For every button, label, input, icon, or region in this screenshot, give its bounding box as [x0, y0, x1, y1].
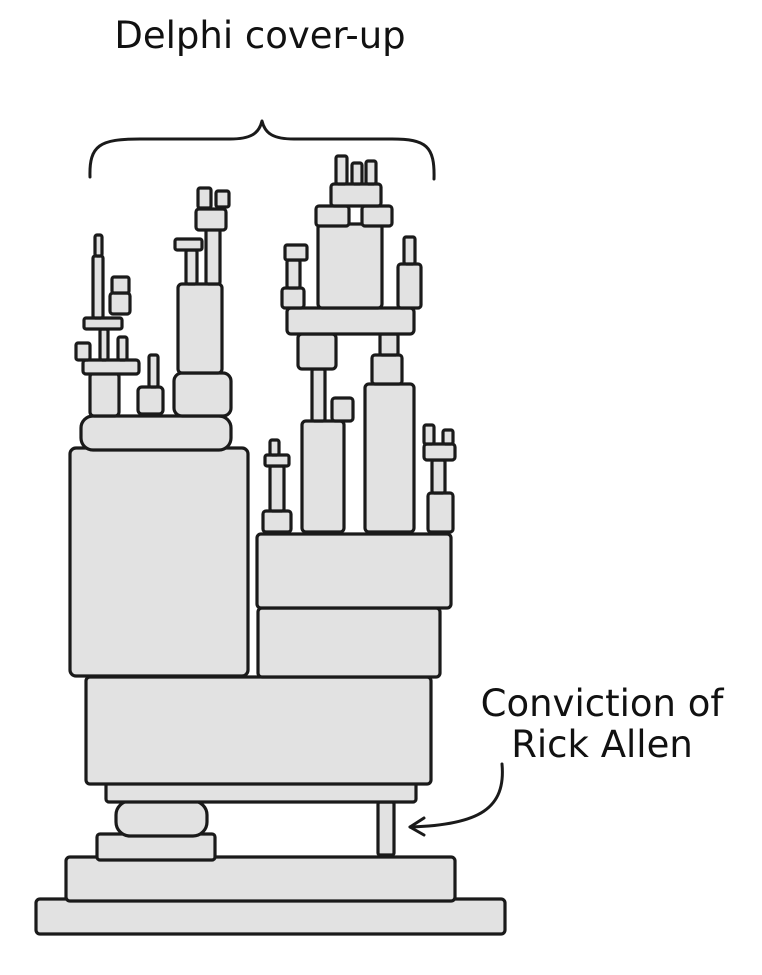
thin-rod	[204, 226, 222, 286]
small-cube	[422, 423, 436, 446]
conviction-label-line-2: Rick Allen	[511, 723, 693, 767]
middle-blocks	[68, 446, 453, 679]
wide-slab	[285, 306, 416, 336]
small-block	[194, 207, 228, 232]
right-lower-block	[256, 606, 442, 679]
thin-rod	[334, 154, 349, 186]
tall-left-block	[68, 446, 250, 678]
small-cube	[280, 286, 306, 310]
thin-rod	[116, 335, 129, 362]
small-slab	[329, 182, 383, 208]
thin-rod	[98, 327, 110, 362]
left-cap-slab	[79, 414, 233, 452]
conviction-label-line-1: Conviction of	[480, 682, 724, 725]
base-slab	[34, 897, 507, 936]
tall-block	[363, 382, 416, 534]
small-cube	[378, 332, 400, 357]
small-slab	[173, 237, 204, 252]
pointer-arrow	[408, 762, 504, 829]
base-blocks	[34, 675, 507, 936]
rick-allen-pillar	[376, 800, 396, 857]
small-cube	[74, 341, 92, 362]
small-cube	[110, 275, 131, 295]
small-block	[396, 262, 423, 310]
thin-rod	[285, 258, 302, 290]
cube-block	[316, 222, 384, 310]
small-block	[426, 491, 455, 534]
arrow-head	[408, 816, 426, 837]
thin-rod	[91, 254, 105, 320]
base-disc-left	[114, 799, 209, 838]
right-tower	[261, 154, 457, 534]
tall-block	[176, 282, 224, 375]
small-cube	[330, 396, 355, 423]
small-block	[261, 509, 293, 534]
thin-rod	[310, 367, 327, 423]
small-block	[314, 204, 351, 228]
small-slab	[422, 442, 457, 462]
tall-block	[300, 419, 346, 534]
thin-rod	[430, 458, 447, 495]
base-step-left	[95, 832, 217, 862]
small-block	[88, 371, 121, 418]
small-slab	[81, 358, 141, 376]
thin-rod	[268, 438, 281, 457]
left-tower	[74, 186, 233, 452]
thin-rod	[268, 464, 286, 513]
small-slab	[82, 316, 124, 331]
small-slab	[283, 243, 309, 262]
small-slab	[263, 453, 291, 468]
thin-rod	[93, 233, 104, 258]
thin-rod	[350, 161, 364, 186]
small-block	[136, 385, 165, 416]
small-block	[370, 353, 404, 386]
small-cube	[108, 291, 132, 316]
thin-rod	[402, 235, 417, 266]
conviction-label: Conviction of Rick Allen	[452, 683, 752, 766]
mid-block	[172, 371, 233, 418]
small-block	[360, 204, 394, 228]
lower-body	[84, 675, 433, 786]
base-platform	[64, 855, 457, 903]
small-block	[296, 332, 338, 371]
thin-rod	[184, 248, 199, 286]
small-cube	[214, 189, 231, 209]
delphi-cover-up-label: Delphi cover-up	[114, 14, 406, 57]
thin-rod	[147, 353, 160, 389]
small-cube	[196, 186, 213, 210]
small-cube	[441, 428, 455, 446]
thin-rod	[364, 159, 378, 186]
right-upper-block	[255, 532, 453, 610]
curly-brace	[88, 119, 436, 181]
